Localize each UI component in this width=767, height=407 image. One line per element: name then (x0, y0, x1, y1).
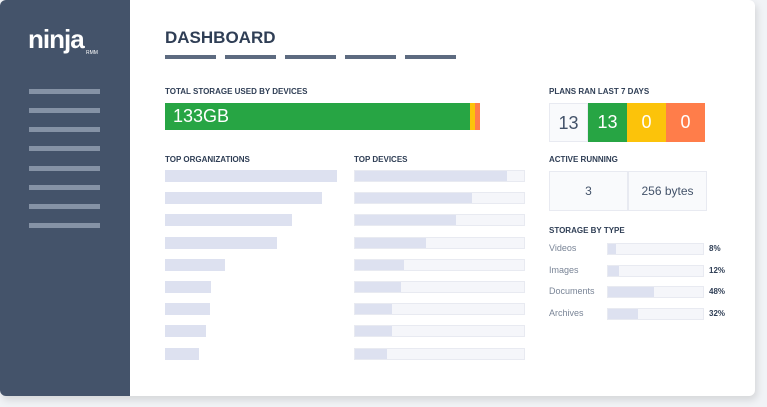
device-bar[interactable] (354, 214, 525, 227)
device-bar-fill (355, 171, 508, 181)
device-bar-fill (355, 259, 404, 270)
page-title: DASHBOARD (165, 28, 276, 47)
sidebar-item[interactable] (29, 108, 100, 113)
plans-failed[interactable]: 0 (666, 103, 705, 142)
dashboard-card: ninja RMM DASHBOARD TOTAL STORAGE USED BY… (0, 0, 755, 396)
storage-bar: 133GB (165, 103, 480, 130)
tab[interactable] (405, 55, 456, 59)
sidebar-item[interactable] (29, 223, 100, 228)
type-name: Archives (549, 307, 584, 318)
active-size: 256 bytes (628, 171, 707, 211)
device-bar-fill (355, 215, 457, 226)
org-bar[interactable] (165, 170, 337, 182)
active-label: ACTIVE RUNNING (549, 155, 618, 164)
ninja-logo: ninja RMM (28, 24, 98, 56)
device-bar[interactable] (354, 192, 525, 205)
type-pct: 8% (709, 244, 721, 253)
device-bar[interactable] (354, 258, 525, 271)
org-bar[interactable] (165, 214, 293, 227)
type-bar (607, 307, 704, 320)
sidebar-item[interactable] (29, 166, 100, 171)
plans-stats: 13 13 0 0 (549, 103, 705, 142)
storage-used: 133GB (165, 103, 470, 130)
device-bar-fill (355, 237, 426, 248)
type-bar-fill (608, 308, 639, 319)
active-count: 3 (549, 171, 628, 211)
type-bar-fill (608, 244, 616, 254)
tab[interactable] (285, 55, 336, 59)
type-pct: 32% (709, 308, 726, 318)
type-bar-fill (608, 287, 654, 297)
sidebar: ninja RMM (0, 0, 130, 396)
device-bar-fill (355, 282, 401, 292)
active-stats: 3 256 bytes (549, 171, 707, 211)
device-bar[interactable] (354, 325, 525, 338)
logo-text: ninja (28, 24, 85, 54)
type-bar (607, 264, 704, 277)
sidebar-item[interactable] (29, 185, 100, 190)
plans-warning[interactable]: 0 (627, 103, 666, 142)
device-bar[interactable] (354, 347, 525, 360)
sidebar-item[interactable] (29, 204, 100, 209)
storage-warn (470, 103, 475, 130)
tab[interactable] (345, 55, 396, 59)
type-pct: 12% (709, 265, 726, 275)
storage-type-row: Documents 48% (549, 286, 739, 298)
storage-type-label: STORAGE BY TYPE (549, 226, 625, 235)
storage-alert (475, 103, 480, 130)
storage-label: TOTAL STORAGE USED BY DEVICES (165, 87, 308, 96)
sidebar-item[interactable] (29, 89, 100, 94)
type-bar (607, 243, 704, 255)
org-bar[interactable] (165, 347, 200, 360)
org-bar[interactable] (165, 325, 207, 338)
plans-label: PLANS RAN LAST 7 DAYS (549, 87, 650, 96)
org-bar[interactable] (165, 258, 226, 271)
org-bar[interactable] (165, 281, 212, 293)
org-bar[interactable] (165, 303, 210, 316)
device-bar[interactable] (354, 170, 525, 182)
type-bar (607, 286, 704, 298)
top-orgs-label: TOP ORGANIZATIONS (165, 155, 250, 164)
device-bar-fill (355, 326, 393, 337)
tab[interactable] (225, 55, 276, 59)
device-bar[interactable] (354, 236, 525, 249)
sidebar-item[interactable] (29, 146, 100, 151)
device-bar-fill (355, 304, 393, 315)
type-name: Documents (549, 286, 595, 296)
top-devices-label: TOP DEVICES (354, 155, 408, 164)
logo-sub: RMM (86, 50, 98, 56)
org-bar[interactable] (165, 192, 322, 205)
device-bar[interactable] (354, 281, 525, 293)
device-bar-fill (355, 193, 472, 204)
type-pct: 48% (709, 287, 726, 296)
type-bar-fill (608, 265, 620, 276)
storage-type-row: Videos 8% (549, 243, 739, 255)
plans-success[interactable]: 13 (588, 103, 627, 142)
storage-type-row: Archives 32% (549, 307, 739, 320)
sidebar-item[interactable] (29, 127, 100, 132)
type-name: Images (549, 264, 579, 275)
org-bar[interactable] (165, 236, 277, 249)
device-bar-fill (355, 348, 388, 359)
device-bar[interactable] (354, 303, 525, 316)
tab[interactable] (165, 55, 216, 59)
storage-type-row: Images 12% (549, 264, 739, 277)
type-name: Videos (549, 243, 577, 253)
plans-total[interactable]: 13 (549, 103, 588, 142)
